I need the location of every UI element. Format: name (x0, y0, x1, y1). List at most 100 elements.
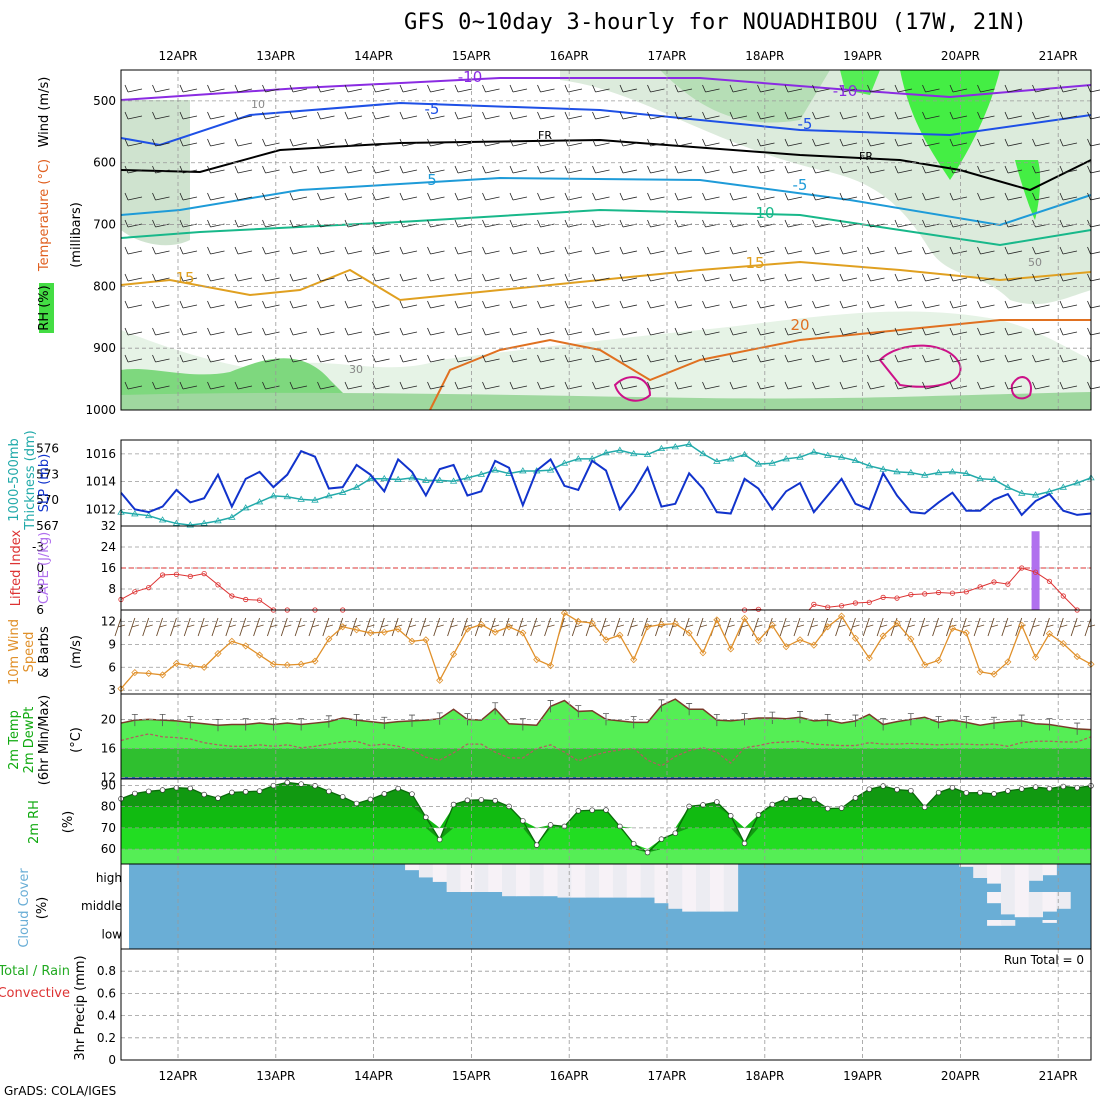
rh-marker (339, 794, 346, 800)
wind-barb (922, 381, 940, 390)
wind-barb (427, 84, 445, 93)
wind-barb (1059, 246, 1078, 255)
wind-barb (894, 165, 913, 174)
wind-barb (922, 165, 940, 174)
wind-barb (784, 219, 803, 228)
wind-barb (262, 219, 280, 228)
wind-barb (234, 327, 253, 336)
li-marker (935, 589, 942, 596)
li-tick: -3 (32, 540, 44, 554)
wind-barb (1087, 219, 1100, 228)
cloud-free-segment (1028, 892, 1043, 918)
wind-barb-10m (973, 617, 985, 637)
rh2m-units: (%) (61, 811, 76, 834)
thickness-marker (796, 453, 804, 460)
thickness-marker (810, 448, 818, 455)
wind-barb (537, 138, 555, 147)
cloud-free-segment (640, 864, 655, 892)
date-label-top: 13APR (256, 49, 295, 63)
date-label-top: 18APR (745, 49, 784, 63)
cloud-tick: high (96, 871, 122, 885)
wind-barb (344, 327, 363, 336)
wind-barb (124, 300, 143, 309)
rh-band (121, 849, 1091, 864)
wind-barb (949, 300, 968, 309)
li-marker (894, 595, 900, 601)
wind-barb (1087, 381, 1100, 390)
wind-barb (262, 192, 280, 201)
wind-barb (427, 273, 445, 282)
wind-barb-10m (253, 617, 264, 637)
date-label-top: 19APR (843, 49, 882, 63)
wind-barb (482, 300, 500, 309)
wind-barb (1004, 138, 1023, 147)
temp-minmax-bar (519, 718, 526, 731)
wind-barb (839, 381, 858, 390)
wind-barb (124, 219, 143, 228)
wind-marker (741, 614, 749, 622)
wind-barb (372, 354, 390, 363)
contour-label: FR (859, 150, 873, 163)
wind-barb (922, 273, 940, 282)
li-marker (159, 572, 166, 578)
wind-barb (592, 84, 610, 93)
wind-barb (1032, 165, 1050, 174)
wind-marker (408, 637, 416, 645)
wind-marker (990, 670, 998, 678)
wind-barb (317, 354, 335, 363)
wind-barb (647, 381, 665, 390)
cloud-free-segment (571, 892, 586, 898)
wind-barb (1032, 327, 1050, 336)
wind-marker (339, 623, 347, 631)
wind-barb (399, 219, 418, 228)
wind-barb-10m (544, 617, 555, 637)
wind-barb (262, 246, 280, 255)
wind-barb (152, 138, 170, 147)
wind-barb (482, 111, 500, 120)
thickness-marker (824, 451, 832, 458)
wind-barb (867, 300, 885, 309)
rh-marker (256, 788, 263, 794)
li-marker (977, 584, 983, 590)
wind-barb (867, 138, 885, 147)
wind-barb-10m (613, 617, 624, 637)
rh-marker (658, 836, 665, 842)
wind-barb-10m (156, 617, 167, 637)
wind-barb (482, 354, 500, 363)
wind-barb (1059, 111, 1078, 120)
date-label-bottom: 17APR (647, 1069, 686, 1083)
thickness-tick: 573 (36, 467, 59, 481)
cloud-free-segment (1042, 892, 1057, 912)
wind-marker (865, 654, 873, 662)
temp-minmax-bar (713, 713, 720, 727)
wind-barb (179, 111, 198, 120)
wind-barb (812, 300, 830, 309)
wind-barb (509, 192, 528, 201)
contour-label: 15 (745, 254, 764, 272)
li-marker (1060, 593, 1066, 599)
cloud-free-segment (502, 864, 517, 892)
rh-marker (977, 789, 983, 796)
precip-tick: 0.8 (97, 964, 116, 978)
wind-barb-10m (959, 617, 971, 637)
wind-barb (537, 327, 555, 336)
wind-barb (262, 111, 280, 120)
wind-barb (399, 192, 418, 201)
wind-barb (482, 84, 500, 93)
wind-barb-10m (419, 617, 430, 637)
wind-barb (839, 300, 858, 309)
wind-barb-10m (530, 617, 541, 637)
wind-barb (757, 192, 775, 201)
cloud-free-segment (1000, 892, 1016, 915)
wind-barb-10m (655, 617, 666, 637)
temp-minmax-bar (1046, 718, 1053, 731)
wind-speed-line (120, 612, 1092, 690)
wind-barb (537, 165, 555, 174)
wind-barb (757, 165, 775, 174)
wind-marker (325, 635, 333, 643)
thickness-marker (200, 519, 208, 526)
wind-barb (289, 84, 308, 93)
wind-barb (729, 273, 748, 282)
cloud-free-segment (502, 892, 517, 897)
cloud-free-segment (626, 892, 642, 898)
